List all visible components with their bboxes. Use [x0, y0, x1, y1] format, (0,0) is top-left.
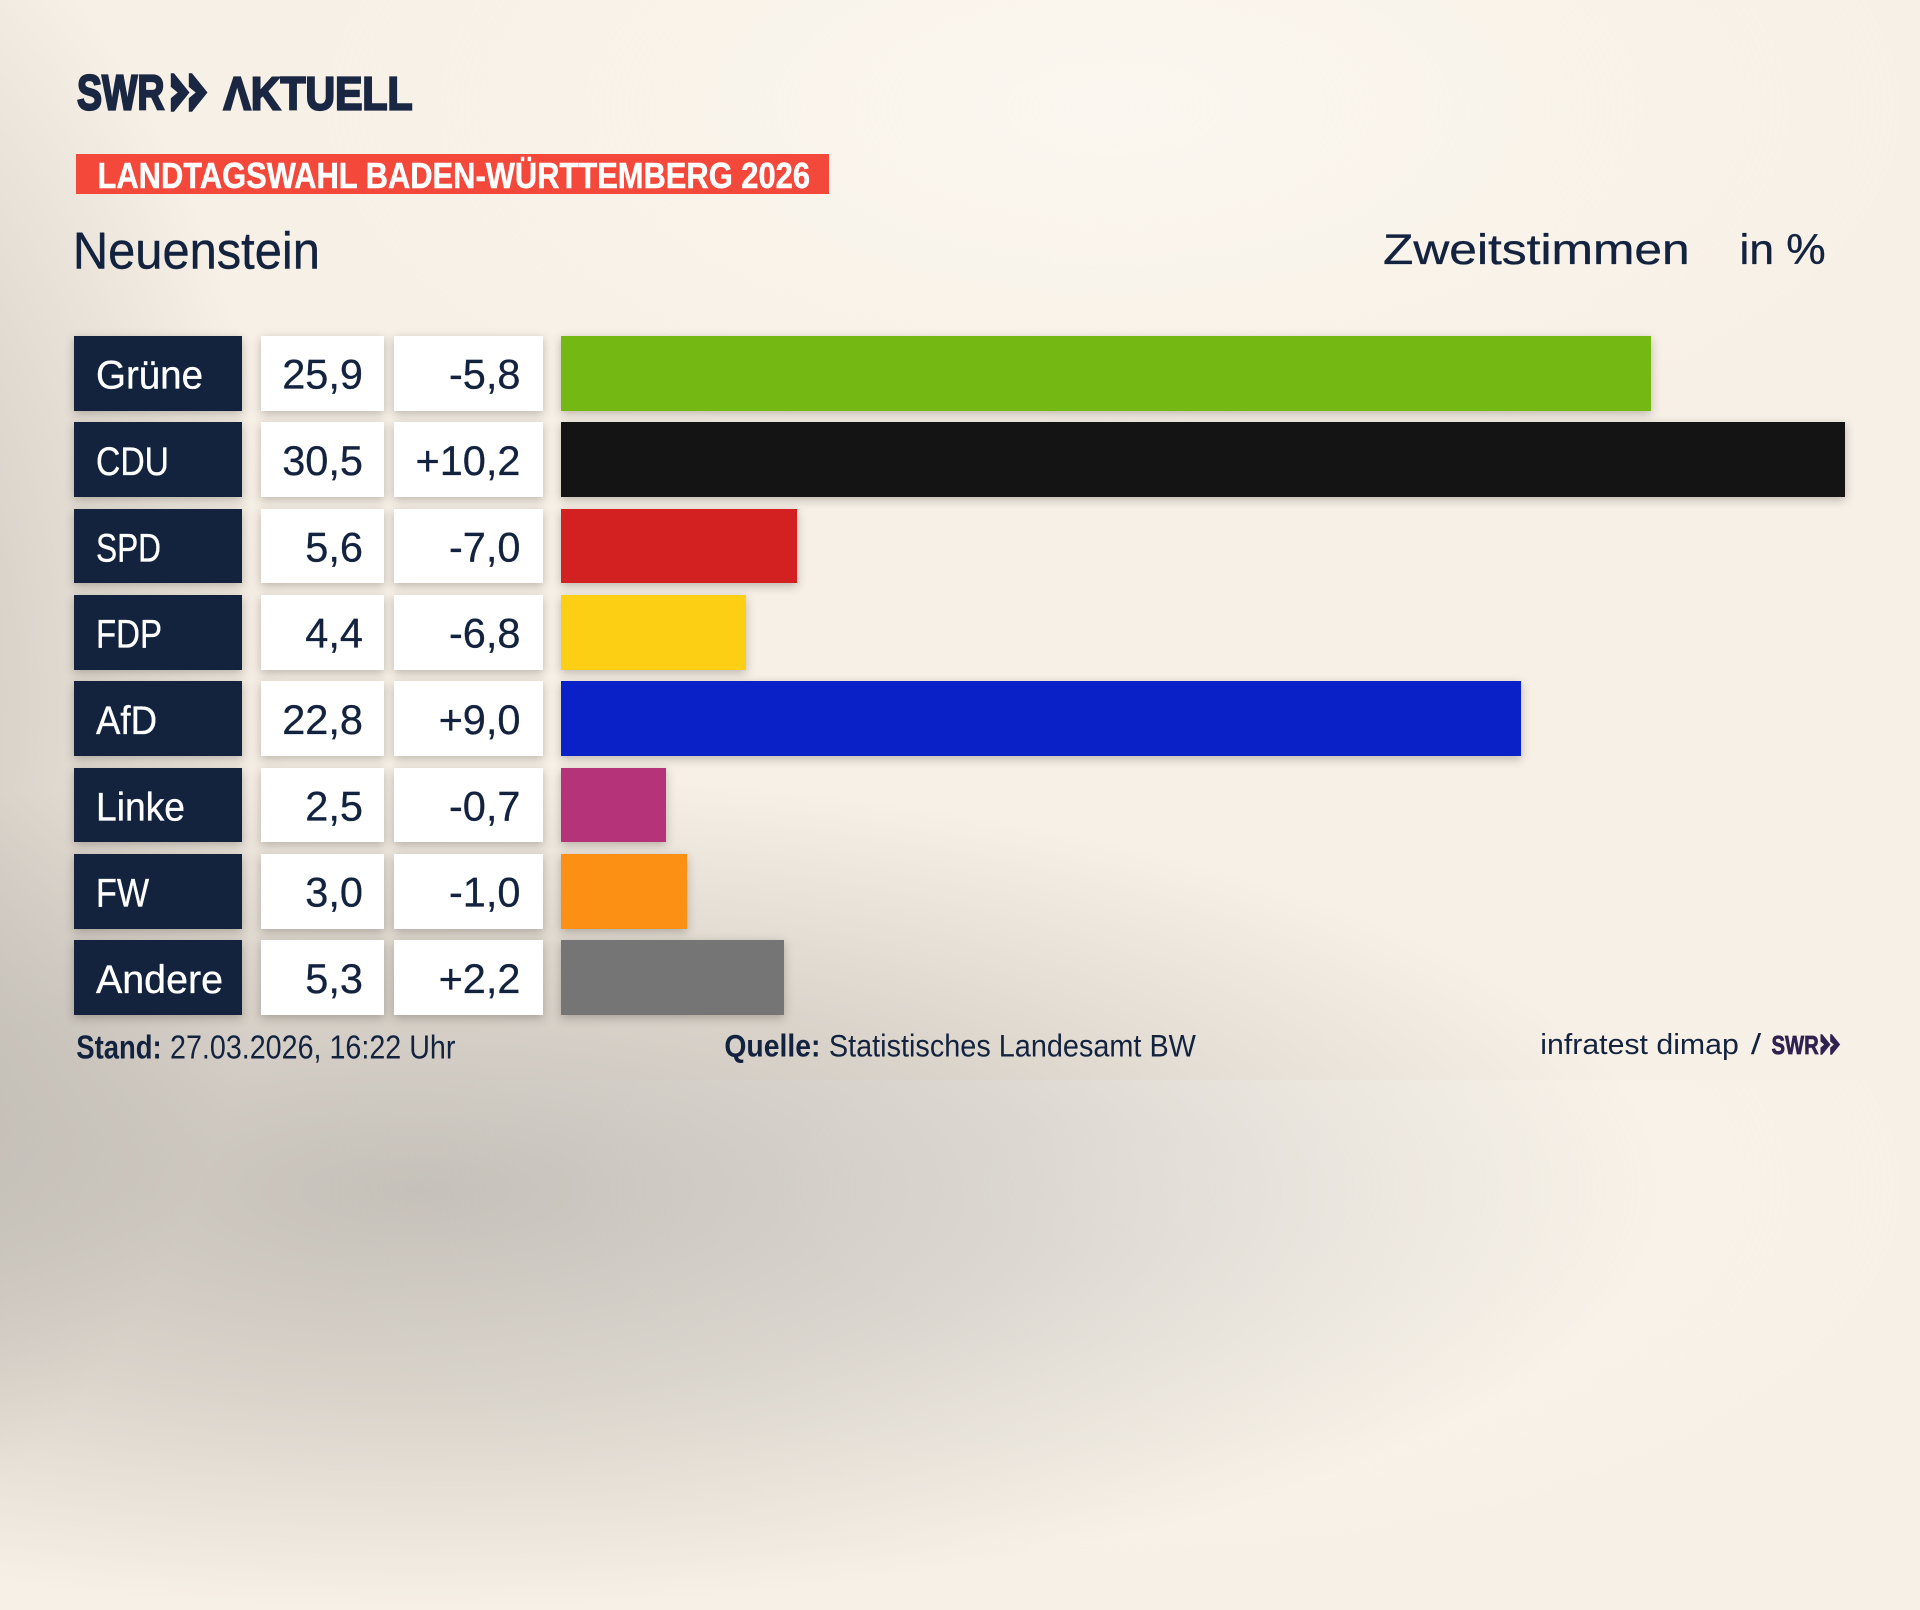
- svg-text:CDU: CDU: [96, 440, 169, 484]
- svg-text:-5,8: -5,8: [449, 351, 521, 398]
- svg-text:ΛKTUELL: ΛKTUELL: [224, 67, 413, 119]
- svg-text:LANDTAGSWAHL BADEN-WÜRTTEMBERG: LANDTAGSWAHL BADEN-WÜRTTEMBERG 2026: [98, 155, 811, 196]
- svg-text:AfD: AfD: [96, 699, 157, 743]
- svg-text:22,8: 22,8: [282, 696, 363, 743]
- svg-text:in %: in %: [1740, 226, 1826, 274]
- svg-text:30,5: 30,5: [282, 437, 363, 484]
- svg-text:Grüne: Grüne: [96, 354, 203, 398]
- svg-text:SWR: SWR: [1772, 1030, 1819, 1060]
- svg-text:5,6: 5,6: [305, 523, 363, 570]
- svg-text:/: /: [1751, 1029, 1762, 1061]
- svg-text:infratest dimap: infratest dimap: [1540, 1029, 1739, 1061]
- svg-text:4,4: 4,4: [305, 610, 363, 657]
- svg-text:Linke: Linke: [96, 785, 185, 829]
- svg-text:+2,2: +2,2: [439, 955, 521, 1002]
- svg-text:+10,2: +10,2: [415, 437, 520, 484]
- svg-text:Stand:: Stand:: [76, 1028, 161, 1065]
- svg-text:Zweitstimmen: Zweitstimmen: [1383, 226, 1690, 274]
- svg-text:-6,8: -6,8: [449, 610, 521, 657]
- svg-text:Quelle:: Quelle:: [724, 1028, 820, 1064]
- svg-text:Statistisches Landesamt BW: Statistisches Landesamt BW: [829, 1028, 1196, 1064]
- svg-text:2,5: 2,5: [305, 782, 363, 829]
- svg-text:Neuenstein: Neuenstein: [73, 222, 320, 280]
- svg-text:3,0: 3,0: [305, 869, 363, 916]
- svg-text:-7,0: -7,0: [449, 523, 521, 570]
- svg-text:FDP: FDP: [96, 613, 162, 657]
- svg-text:-1,0: -1,0: [449, 869, 521, 916]
- svg-text:5,3: 5,3: [305, 955, 363, 1002]
- svg-text:+9,0: +9,0: [439, 696, 521, 743]
- svg-text:SPD: SPD: [96, 526, 161, 570]
- svg-text:-0,7: -0,7: [449, 782, 521, 829]
- svg-text:SWR: SWR: [77, 66, 165, 120]
- svg-text:Andere: Andere: [96, 958, 223, 1002]
- svg-text:25,9: 25,9: [282, 351, 363, 398]
- svg-text:FW: FW: [96, 872, 150, 916]
- svg-text:27.03.2026, 16:22 Uhr: 27.03.2026, 16:22 Uhr: [170, 1028, 455, 1065]
